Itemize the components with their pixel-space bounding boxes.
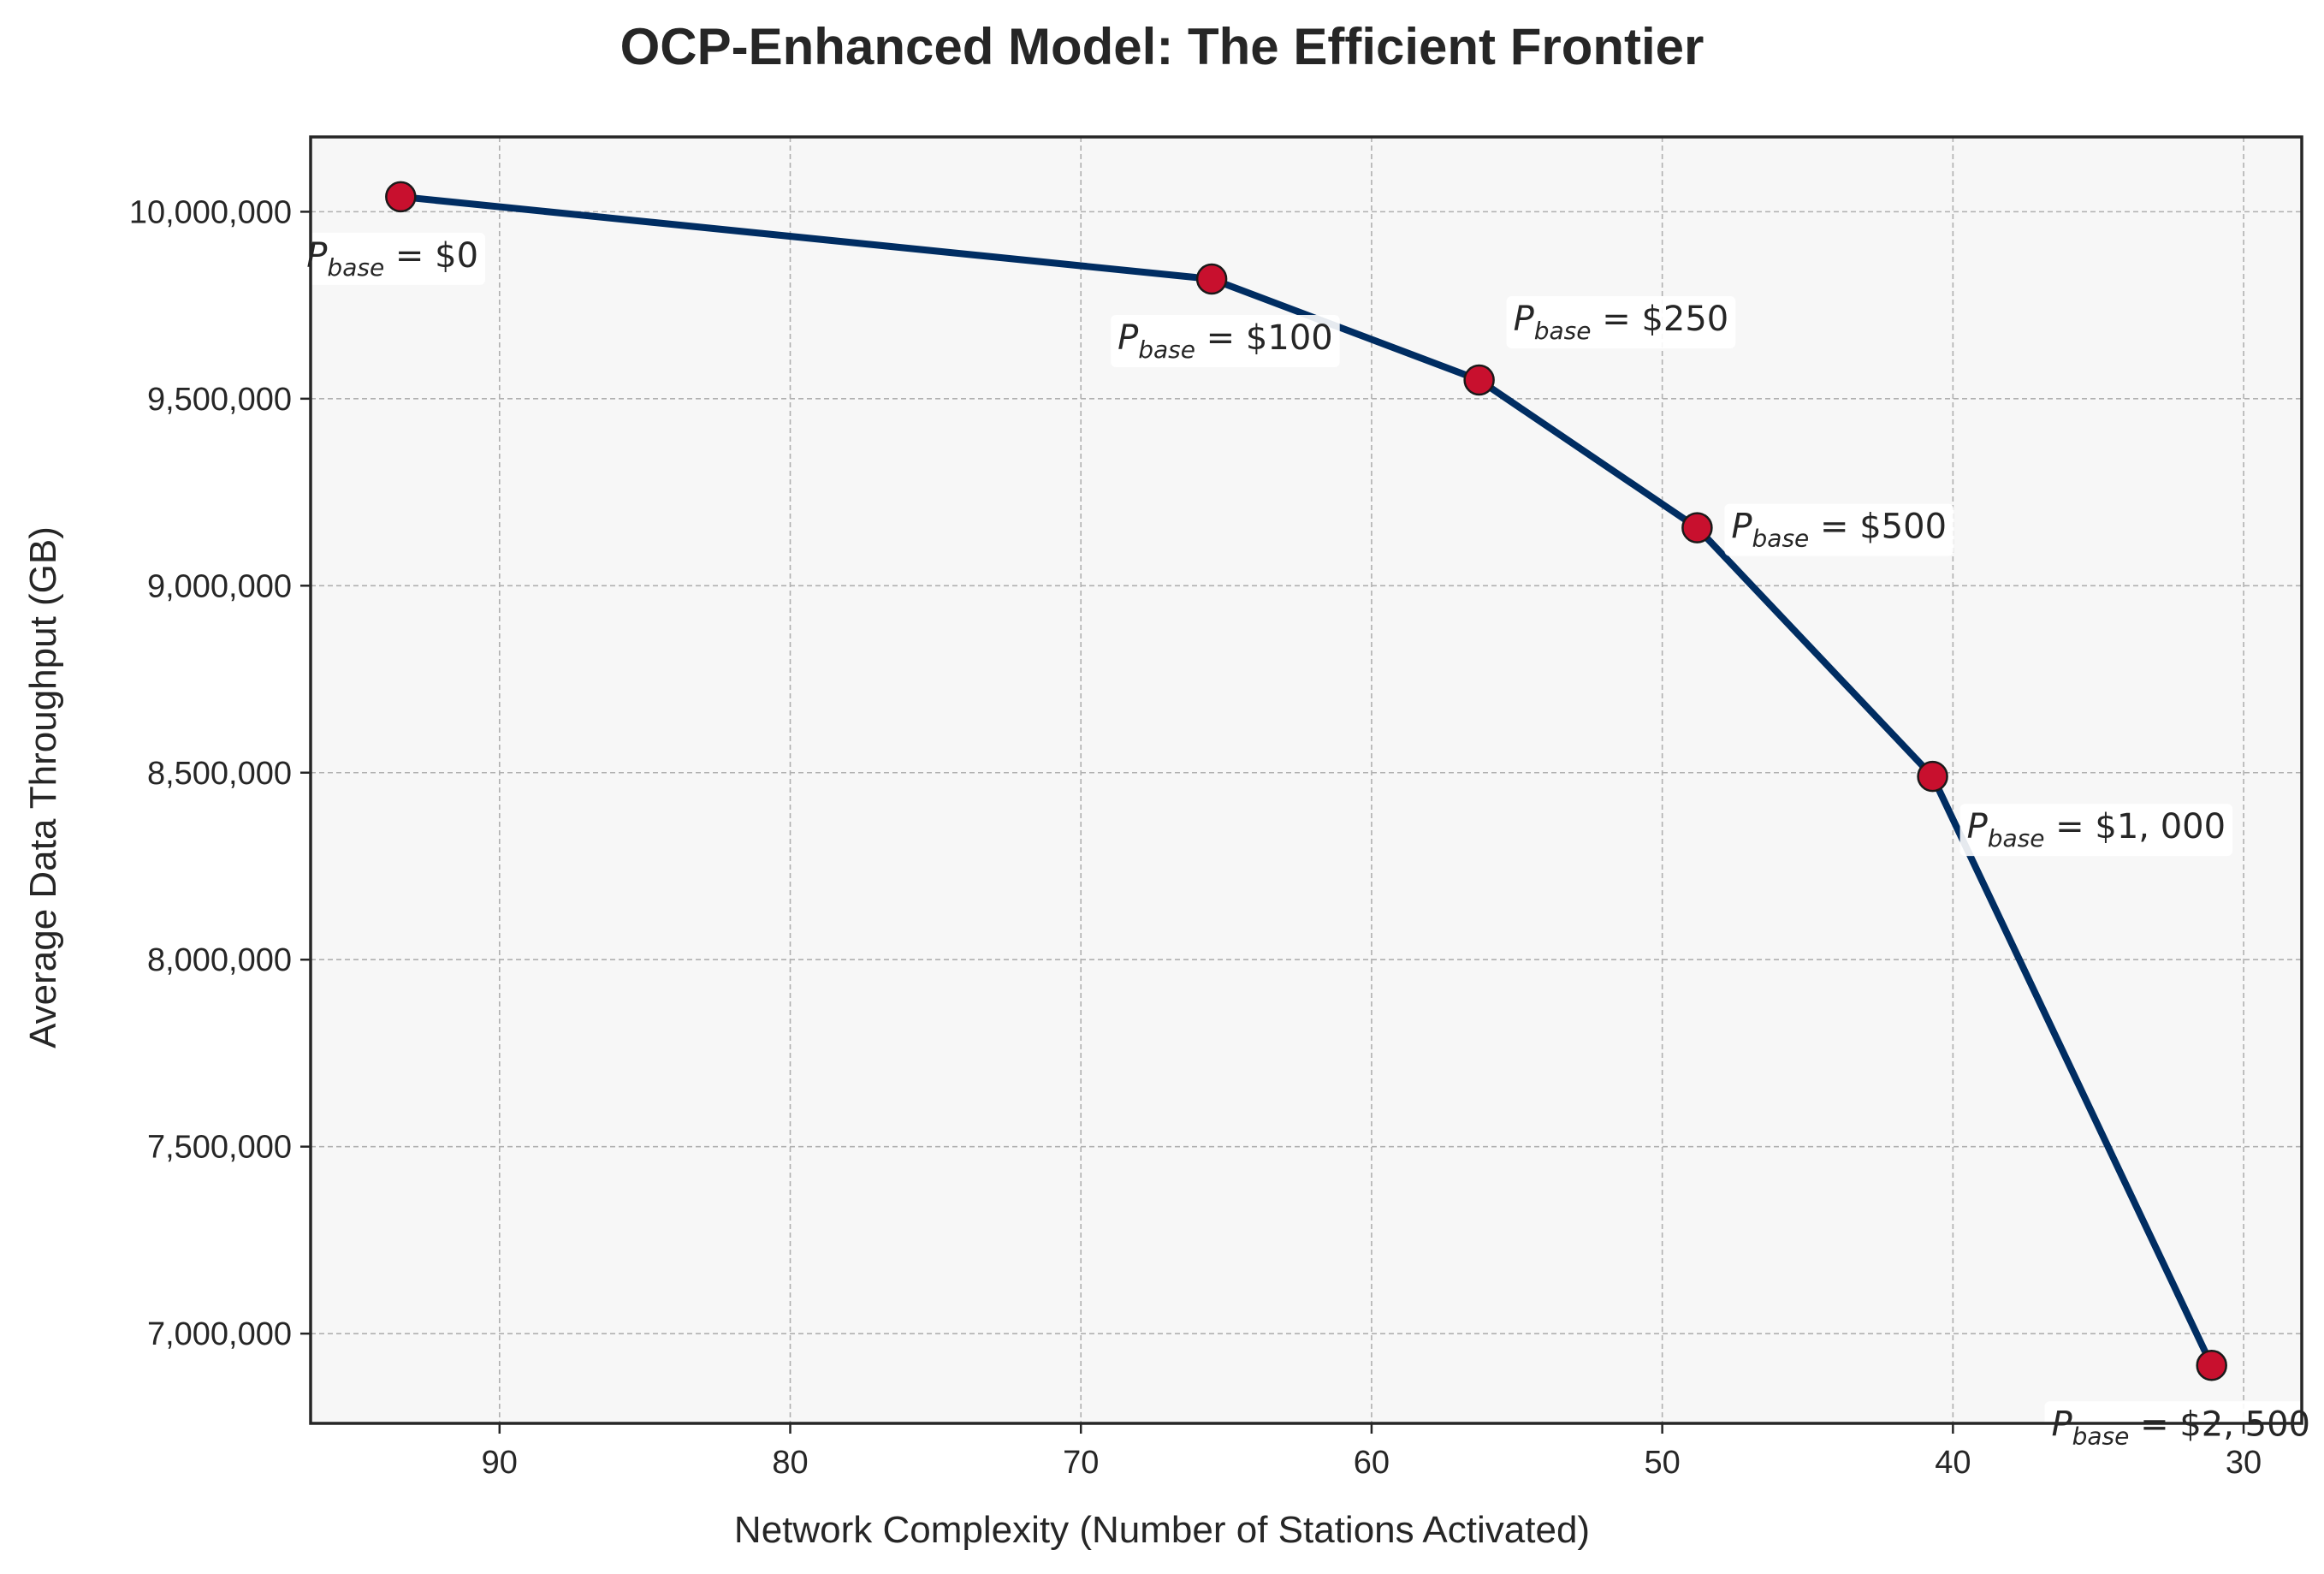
y-tick-label: 10,000,000 [129, 194, 292, 230]
annotation-box [1959, 804, 2233, 857]
x-axis-ticks: 90 80 70 60 50 40 30 [482, 1423, 2262, 1481]
annotation-box [1506, 295, 1736, 348]
data-point [1195, 263, 1228, 295]
y-tick-label: 8,500,000 [147, 756, 292, 792]
y-tick-label: 9,500,000 [147, 382, 292, 418]
x-axis-label: Network Complexity (Number of Stations A… [734, 1509, 1590, 1551]
x-tick-label: 30 [2226, 1445, 2262, 1481]
point-annotation: Pbase = $2, 500 [2044, 1401, 2317, 1454]
point-annotation: Pbase = $0 [299, 232, 486, 285]
y-tick-label: 8,000,000 [147, 942, 292, 978]
data-point [1463, 364, 1495, 396]
annotation-box [2044, 1401, 2317, 1454]
plot-frame [309, 135, 2303, 1425]
x-tick-label: 70 [1063, 1445, 1099, 1481]
data-point [1681, 512, 1713, 543]
grid [311, 137, 2302, 1423]
annotation-label: Pbase = $500 [1731, 508, 1947, 553]
x-tick-label: 60 [1354, 1445, 1390, 1481]
y-tick-label: 7,000,000 [147, 1316, 292, 1352]
annotation-box [1111, 315, 1340, 368]
x-tick-label: 90 [482, 1445, 518, 1481]
y-tick-label: 9,000,000 [147, 568, 292, 604]
data-points [385, 181, 2227, 1381]
annotation-box [1724, 503, 1954, 556]
annotation-box [299, 232, 486, 285]
y-axis-ticks: 7,000,000 7,500,000 8,000,000 8,500,000 9,00… [129, 194, 311, 1352]
x-tick-label: 50 [1645, 1445, 1681, 1481]
point-annotation: Pbase = $1, 000 [1959, 804, 2233, 857]
y-tick-label: 7,500,000 [147, 1130, 292, 1166]
chart-title: OCP-Enhanced Model: The Efficient Fronti… [620, 18, 1704, 75]
data-point [385, 181, 417, 213]
data-point [1917, 760, 1948, 793]
point-annotation: Pbase = $100 [1111, 315, 1340, 368]
series-line-group [397, 193, 2215, 1369]
y-axis-label: Average Data Throughput (GB) [22, 526, 64, 1048]
series-line [397, 193, 2215, 1369]
data-point [2196, 1350, 2227, 1381]
x-tick-label: 40 [1935, 1445, 1971, 1481]
annotation-label: Pbase = $250 [1514, 300, 1729, 345]
point-annotation: Pbase = $500 [1724, 503, 1954, 556]
annotation-label: Pbase = $100 [1118, 318, 1333, 364]
x-tick-label: 80 [772, 1445, 808, 1481]
annotation-label: Pbase = $1, 000 [1967, 807, 2226, 852]
point-annotation: Pbase = $250 [1506, 295, 1736, 348]
